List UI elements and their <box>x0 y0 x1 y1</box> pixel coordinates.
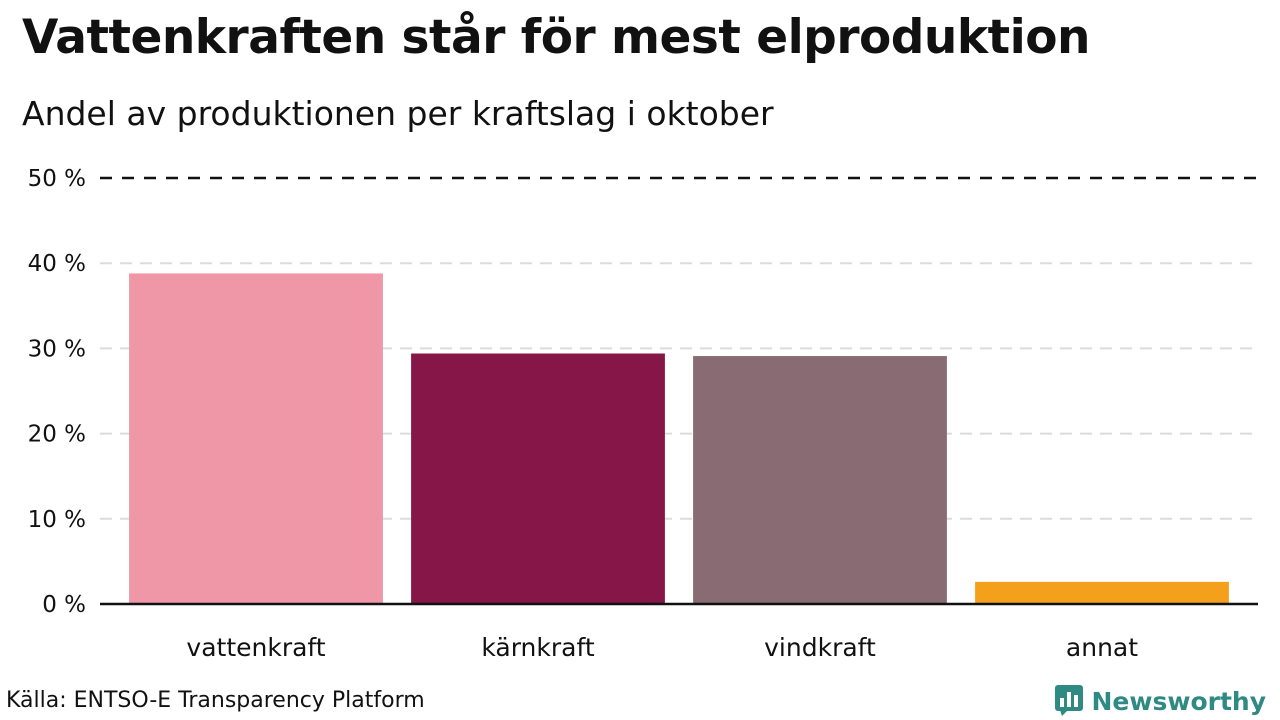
bar-vindkraft <box>693 356 947 604</box>
brand-logo: Newsworthy <box>1054 682 1267 720</box>
y-tick-label: 40 % <box>28 251 86 277</box>
y-tick-label: 0 % <box>42 592 86 618</box>
y-tick-label: 20 % <box>28 422 86 448</box>
bars <box>129 273 1229 604</box>
chart-title: Vattenkraften står för mest elproduktion <box>22 10 1090 65</box>
bar-vattenkraft <box>129 273 383 604</box>
bar-annat <box>975 581 1229 604</box>
y-axis-ticks: 0 % 10 % 20 % 30 % 40 % 50 % <box>28 166 86 618</box>
x-tick-label: kärnkraft <box>481 633 594 662</box>
x-tick-label: vattenkraft <box>186 633 325 662</box>
bar-kärnkraft <box>411 353 665 604</box>
newsworthy-bar-chart-icon <box>1054 682 1084 720</box>
bar-chart: 0 % 10 % 20 % 30 % 40 % 50 % vattenkraft kärnk… <box>28 166 1258 662</box>
source-note: Källa: ENTSO-E Transparency Platform <box>6 688 425 713</box>
y-tick-label: 30 % <box>28 336 86 362</box>
x-tick-label: vindkraft <box>764 633 876 662</box>
chart-subtitle: Andel av produktionen per kraftslag i ok… <box>22 94 774 133</box>
gridlines <box>100 176 1258 520</box>
brand-name: Newsworthy <box>1091 686 1267 716</box>
y-tick-label: 10 % <box>28 507 86 533</box>
x-axis-labels: vattenkraft kärnkraft vindkraft annat <box>186 633 1138 662</box>
x-tick-label: annat <box>1066 633 1138 662</box>
y-tick-label: 50 % <box>28 166 86 192</box>
